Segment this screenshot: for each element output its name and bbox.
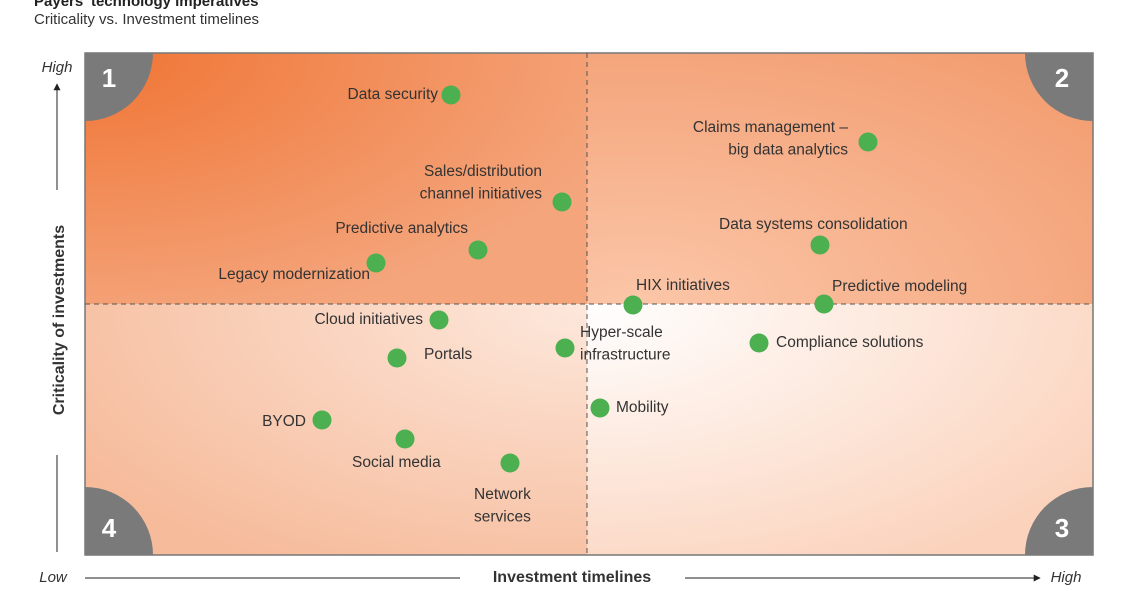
quadrant-number: 2: [1055, 63, 1069, 93]
axes: High Criticality of investments Low Inve…: [39, 59, 1081, 586]
item-dot: [441, 85, 461, 105]
item-dot: [387, 348, 407, 368]
corner-badge: [1025, 487, 1093, 555]
item-dot: [312, 410, 332, 430]
quadrant-bg: [85, 53, 587, 304]
item-dot: [395, 429, 415, 449]
item-label: Predictive modeling: [832, 278, 967, 295]
corner-badge: [85, 487, 153, 555]
item-label: Data security: [348, 86, 439, 103]
item-label: Data systems consolidation: [719, 216, 908, 233]
item-label: infrastructure: [580, 347, 670, 364]
item-dot: [749, 333, 769, 353]
axis-end-label: High: [42, 59, 73, 76]
quadrant-number: 3: [1055, 513, 1069, 543]
axis-end-label: Low: [39, 569, 68, 586]
item-label: big data analytics: [728, 142, 848, 159]
item-label: Hyper-scale: [580, 324, 663, 341]
item-dot: [555, 338, 575, 358]
quadrant-number: 4: [102, 513, 117, 543]
axis-end-label: High: [1051, 569, 1082, 586]
subtitle: Criticality vs. Investment timelines: [34, 11, 259, 28]
item-label: channel initiatives: [420, 186, 543, 203]
item-label: Social media: [352, 454, 441, 471]
plot-area: 1 2 3 4: [84, 52, 1094, 556]
x-axis-title: Investment timelines: [493, 569, 651, 586]
item-label: Cloud initiatives: [314, 311, 423, 328]
item-dot: [814, 294, 834, 314]
item-label: Legacy modernization: [218, 266, 370, 283]
item-dot: [429, 310, 449, 330]
item-dot: [500, 453, 520, 473]
quadrant-bg: [587, 304, 1093, 555]
quadrant-bg: [85, 304, 587, 555]
item-label: BYOD: [262, 413, 306, 430]
item-dot: [810, 235, 830, 255]
item-label: HIX initiatives: [636, 277, 730, 294]
item-label: services: [474, 509, 531, 526]
item-dot: [623, 295, 643, 315]
corner-badge: [85, 53, 153, 121]
item-dot: [552, 192, 572, 212]
title: Payers' technology imperatives: [34, 0, 259, 10]
item-dot: [366, 253, 386, 273]
item-dot: [590, 398, 610, 418]
quadrant-number: 1: [102, 63, 116, 93]
item-label: Predictive analytics: [335, 220, 468, 237]
item-dot: [468, 240, 488, 260]
corner-badge: [1025, 53, 1093, 121]
item-label: Sales/distribution: [424, 163, 542, 180]
item-label: Claims management –: [693, 119, 848, 136]
quadrant-bg: [587, 53, 1093, 304]
item-label: Mobility: [616, 399, 669, 416]
items: Data security Claims management – big data…: [218, 85, 967, 526]
item-label: Portals: [424, 346, 472, 363]
item-label: Compliance solutions: [776, 334, 924, 351]
item-label: Network: [474, 486, 531, 503]
y-axis-title: Criticality of investments: [51, 225, 68, 415]
item-dot: [858, 132, 878, 152]
